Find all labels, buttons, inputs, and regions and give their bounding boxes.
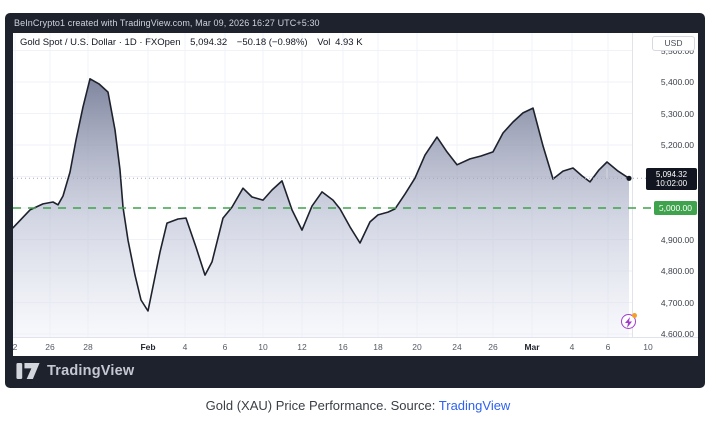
lightning-icon xyxy=(625,316,633,328)
time-axis-label: 26 xyxy=(488,342,498,352)
time-axis-label: 6 xyxy=(605,342,611,352)
time-axis-label: 28 xyxy=(83,342,93,352)
caption-source-link[interactable]: TradingView xyxy=(438,398,511,413)
price-axis-label: 5,400.00 xyxy=(660,77,694,87)
last-price-badge-countdown: 10:02:00 xyxy=(655,179,688,189)
time-axis-label: 10 xyxy=(258,342,268,352)
level-5000-badge: 5,000.00 xyxy=(653,201,697,215)
price-axis-label: 5,300.00 xyxy=(660,108,694,119)
time-axis-label: 24 xyxy=(452,342,462,352)
image-caption: Gold (XAU) Price Performance. Source: Tr… xyxy=(0,398,716,413)
legend-instrument: Gold Spot / U.S. Dollar · 1D · FXOpen xyxy=(20,37,181,48)
time-axis-label: 20 xyxy=(412,342,422,352)
attribution-bar: BeInCrypto1 created with TradingView.com… xyxy=(14,18,320,28)
time-axis-label: 2 xyxy=(13,342,18,352)
tradingview-logo-text: TradingView xyxy=(47,363,135,379)
notification-dot-icon xyxy=(632,313,637,318)
time-axis-label: 16 xyxy=(338,342,348,352)
price-axis-label: 4,900.00 xyxy=(660,234,694,245)
price-axis-label: 4,600.00 xyxy=(660,329,694,339)
time-axis-label: Feb xyxy=(140,342,156,352)
caption-text: Gold (XAU) Price Performance. Source: xyxy=(205,398,439,413)
chart-widget-frame: BeInCrypto1 created with TradingView.com… xyxy=(5,13,705,388)
symbol-legend: Gold Spot / U.S. Dollar · 1D · FXOpen 5,… xyxy=(20,37,370,48)
price-chart-svg[interactable] xyxy=(13,33,698,337)
time-axis-label: 4 xyxy=(569,342,575,352)
last-price-badge-price: 5,094.32 xyxy=(655,170,688,180)
chart-surface: Gold Spot / U.S. Dollar · 1D · FXOpen 5,… xyxy=(13,33,698,356)
legend-last-price: 5,094.32 xyxy=(190,37,228,48)
time-axis-label: 12 xyxy=(297,342,307,352)
legend-vol-value: 4.93 K xyxy=(335,37,363,48)
tradingview-logo[interactable]: TradingView xyxy=(16,363,134,379)
ai-assistant-button[interactable] xyxy=(621,313,637,329)
price-axis-label: 5,200.00 xyxy=(660,140,694,150)
currency-toggle-button[interactable]: USD xyxy=(652,36,695,51)
time-axis-label: Mar xyxy=(524,342,540,352)
legend-vol-label: Vol xyxy=(317,37,331,48)
time-axis[interactable]: 2 26 28 Feb 4 6 10 12 16 18 20 24 26 Mar 4 6 10 xyxy=(13,337,698,356)
time-axis-label: 10 xyxy=(643,342,653,352)
bottom-bar: TradingView xyxy=(5,356,705,388)
time-axis-label: 4 xyxy=(182,342,188,352)
time-axis-label: 26 xyxy=(45,342,55,352)
price-axis-label: 4,800.00 xyxy=(660,266,694,276)
last-price-badge: 5,094.32 10:02:00 xyxy=(646,168,697,191)
price-axis-label: 4,700.00 xyxy=(660,297,694,308)
time-axis-label: 6 xyxy=(222,342,228,352)
tradingview-logo-icon xyxy=(16,363,40,379)
time-axis-label: 18 xyxy=(373,342,383,352)
price-axis[interactable]: USD 5,094.32 10:02:00 5,000.00 5,500.005… xyxy=(632,33,698,339)
legend-change: −50.18 (−0.98%) xyxy=(236,37,308,48)
